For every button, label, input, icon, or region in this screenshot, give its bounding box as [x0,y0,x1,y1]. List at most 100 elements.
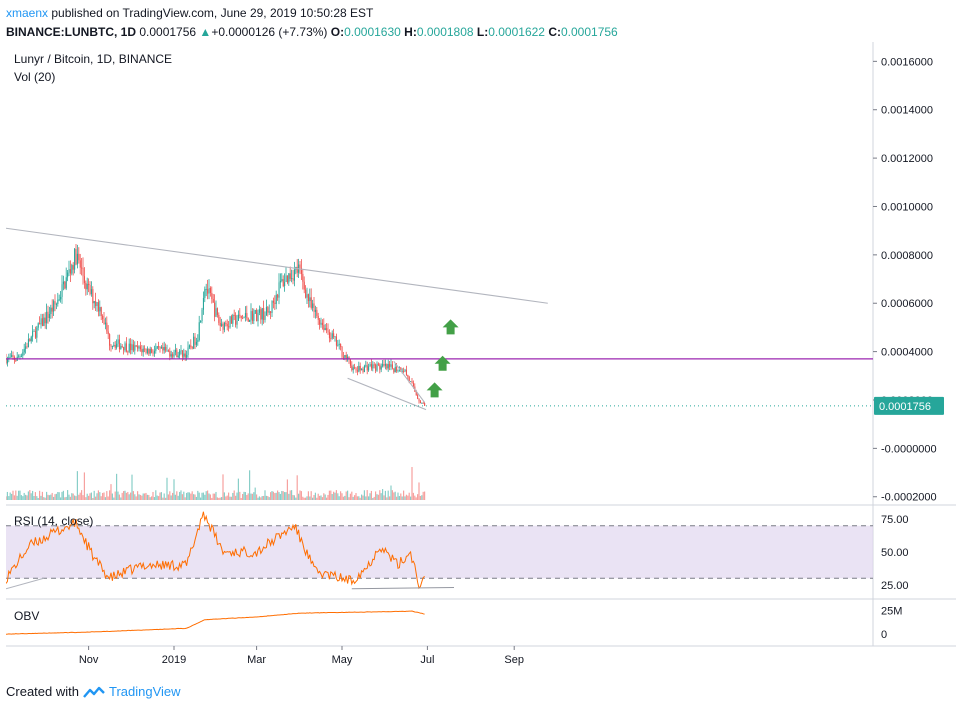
volume-bar [39,490,41,500]
volume-bar [373,496,375,500]
candle-body [313,303,315,312]
candle-body [93,301,95,304]
volume-bar [123,491,125,500]
quote-line: BINANCE:LUNBTC, 1D 0.0001756 ▲+0.0000126… [6,23,956,42]
candle-body [195,341,197,345]
volume-bar [305,497,307,500]
volume-bar [165,497,167,500]
candle-body [242,317,244,319]
volume-bar [354,495,356,500]
volume-bar [184,497,186,500]
author-link[interactable]: xmaenx [6,6,49,20]
volume-bar [57,491,59,500]
volume-bar [78,494,80,500]
volume-bar [177,495,179,500]
candle-body [100,307,102,317]
candle-body [8,357,10,359]
volume-bar [204,494,206,500]
candle-body [130,343,132,351]
volume-bar [415,497,417,500]
candle-body [208,288,210,294]
volume-bar [282,491,284,500]
candle-body [78,253,80,261]
candle-body [95,301,97,307]
rsi-legend: RSI (14, close) [14,514,94,528]
candle-body [214,302,216,317]
candle-body [86,283,88,290]
volume-bar [387,490,389,500]
candle-body [141,349,143,353]
volume-bar [9,492,11,500]
candle-body [102,316,104,320]
candle-body [320,322,322,325]
volume-bar [401,496,403,500]
volume-bar [144,493,146,500]
volume-bar [412,492,414,500]
candle-body [419,401,421,404]
volume-bar [372,497,374,500]
volume-bar [250,493,252,500]
volume-bar [152,491,154,500]
candle-body [137,345,139,349]
candle-body [407,375,409,377]
volume-bar [258,496,260,500]
candle-body [261,308,263,320]
volume-bar [340,491,342,500]
candle-body [244,313,246,318]
candle-body [310,297,312,308]
chart-area[interactable]: 0.0016000 0.0014000 0.0012000 0.0010000 0.00… [6,42,956,673]
candle-body [397,370,399,372]
candle-body [370,364,372,369]
volume-bar [15,490,17,500]
candle-body [29,339,31,342]
volume-bar [358,496,360,500]
chart-canvas[interactable]: 0.0016000 0.0014000 0.0012000 0.0010000 0.00… [6,42,956,673]
volume-bar [279,493,281,500]
candle-body [270,311,272,313]
rsi-trendline [6,577,44,590]
volume-bar [256,494,258,500]
candle-body [296,266,298,273]
volume-bar [292,495,294,500]
candle-body [207,289,209,294]
candle-body [162,346,164,351]
candle-body [92,289,94,304]
volume-bar [194,494,196,500]
candle-body [30,336,32,342]
candle-body [37,323,39,328]
candle-body [173,352,175,357]
volume-bar [96,493,98,500]
candle-body [116,343,118,348]
volume-bar [230,496,232,500]
volume-bar [277,490,279,500]
volume-bar [163,493,165,500]
candle-body [186,354,188,358]
created-with-label: Created with [6,684,79,699]
volume-bar [6,496,7,500]
volume-bar [205,491,207,500]
candle-body [60,296,62,300]
candle-body [267,307,269,313]
x-tick-label: Jul [420,654,434,666]
candle-body [40,318,42,325]
tradingview-brand[interactable]: TradingView [108,684,181,699]
volume-bar [44,497,46,500]
candle-body [202,297,204,310]
candle-body [124,343,126,351]
candle-body [158,346,160,348]
high-label: H: [404,25,417,39]
candle-body [323,325,325,331]
x-tick-label: 2019 [162,654,186,666]
volume-bar [92,497,94,500]
volume-bar [355,493,357,500]
volume-bar [408,492,410,500]
volume-bar [246,495,248,500]
volume-bar [82,495,84,500]
volume-bar [19,490,21,500]
candle-body [230,316,232,324]
candle-body [359,365,361,371]
volume-bar [229,496,231,500]
candle-body [289,273,291,279]
volume-bar [134,494,136,500]
candle-body [352,367,354,371]
